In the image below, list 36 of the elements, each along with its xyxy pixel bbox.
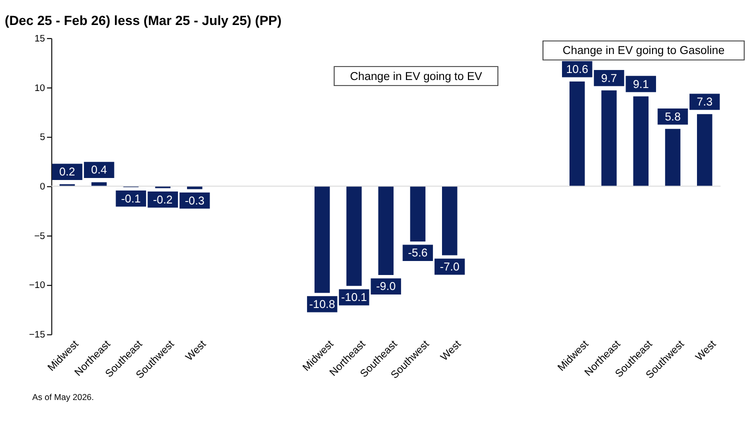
data-label: -10.1 — [341, 292, 368, 304]
data-label: 9.7 — [601, 72, 617, 85]
bar — [314, 186, 330, 293]
y-tick-label: −15 — [29, 330, 46, 341]
annotation: Change in EV going to Gasoline — [562, 45, 725, 58]
annotation: Change in EV going to EV — [350, 70, 483, 83]
bar — [665, 128, 680, 186]
text: As of May 2026. — [32, 392, 94, 402]
data-label: 0.4 — [91, 164, 107, 177]
bar — [346, 186, 362, 286]
y-tick-label: −10 — [29, 280, 46, 292]
data-label: -10.8 — [309, 299, 336, 312]
bar — [570, 82, 585, 186]
chart-title: (Dec 25 - Feb 26) less (Mar 25 - July 25) (PP) — [4, 12, 282, 28]
bar — [696, 114, 712, 186]
y-tick-label: 0 — [40, 182, 46, 193]
y-tick-label: 15 — [34, 33, 46, 44]
data-label: 5.8 — [664, 111, 681, 124]
data-label: 0.2 — [59, 166, 76, 179]
bar — [378, 186, 394, 276]
data-label: -0.1 — [121, 193, 141, 206]
y-tick-label: −5 — [34, 230, 46, 242]
data-label: -5.6 — [408, 248, 428, 260]
data-label: 10.6 — [566, 64, 588, 76]
bar — [410, 186, 426, 242]
y-tick-label: 10 — [34, 82, 46, 94]
y-tick-label: 5 — [40, 132, 46, 144]
data-label: -0.2 — [153, 194, 173, 206]
data-label: -0.3 — [184, 195, 204, 208]
data-label: -7.0 — [440, 261, 460, 274]
data-label: 9.1 — [632, 78, 649, 91]
bar — [442, 186, 458, 256]
bar — [633, 96, 649, 186]
bar — [601, 90, 617, 186]
data-label: 7.3 — [696, 96, 713, 109]
data-label: -9.0 — [376, 281, 396, 294]
